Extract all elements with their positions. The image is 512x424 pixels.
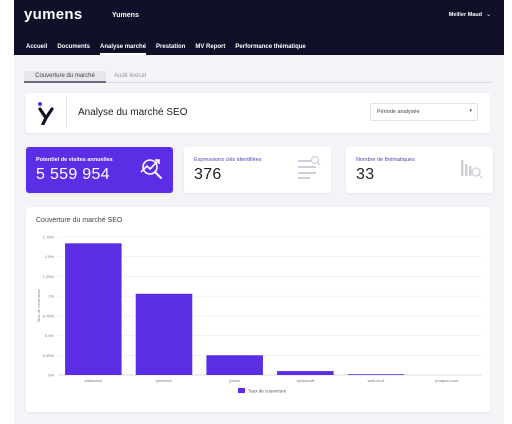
stat-label: Nombre de thématiques <box>356 157 415 163</box>
tab-couverture-marche[interactable]: Couverture du marché <box>24 71 106 83</box>
bar-chart: 0% 0.25% 0.5% 0.75% 1% 1.25% 1.5% 1.75% Taux de … <box>36 235 482 394</box>
caret-down-icon: ▾ <box>469 108 472 114</box>
market-coverage-chart: Couverture du marché SEO 0% 0.25% 0.5% 0.75… <box>26 207 490 412</box>
legend-label: Taux de couverture <box>248 389 287 394</box>
y-tick-label: 1.75% <box>43 235 55 240</box>
tab-audit-lexical[interactable]: Audit lexical <box>114 73 147 79</box>
bar <box>347 374 405 375</box>
x-tick-label: elekmach <box>85 378 102 383</box>
nav-item-performance-thematique[interactable]: Performance thématique <box>235 44 306 50</box>
x-tick-label: yumench <box>156 378 172 383</box>
y-axis-label: Taux de couverture <box>36 288 41 323</box>
x-tick-label: jumch <box>228 378 240 383</box>
stat-value: 376 <box>194 166 222 183</box>
divider <box>66 97 67 129</box>
legend-swatch <box>238 388 245 393</box>
y-tick-label: 1% <box>48 294 54 299</box>
nav-item-analyse-marche[interactable]: Analyse marché <box>100 44 147 55</box>
y-tick-label: 1.25% <box>43 274 55 279</box>
main-content: Couverture du marché Audit lexical Analy… <box>14 55 504 424</box>
stat-value: 33 <box>356 166 375 183</box>
page-title: Analyse du marché SEO <box>78 107 188 118</box>
nav-item-prestation[interactable]: Prestation <box>156 44 186 50</box>
stat-card-visites: Potentiel de visites annuelles 5 559 954 <box>26 147 173 193</box>
bar <box>65 243 122 375</box>
chart-search-icon <box>140 159 162 179</box>
brand-name: Yumens <box>112 12 139 19</box>
stat-card-expressions: Expressions clés identifiées 376 <box>184 147 331 193</box>
page-header-card: Analyse du marché SEO Période analysée ▾ <box>26 93 490 133</box>
nav-item-documents[interactable]: Documents <box>57 44 91 50</box>
sub-tabs: Couverture du marché Audit lexical <box>24 71 491 83</box>
y-tick-label: 0.75% <box>43 313 55 318</box>
y-tick-label: 1.5% <box>45 254 55 259</box>
yumens-y-icon <box>38 102 54 125</box>
y-tick-label: 0% <box>48 373 54 378</box>
y-tick-label: 0.25% <box>43 353 55 358</box>
x-tick-label: web-eu.fr <box>368 378 385 383</box>
x-tick-label: cybercraft <box>297 378 315 383</box>
user-menu[interactable]: Meiller Maud <box>448 12 482 18</box>
stat-value: 5 559 954 <box>36 166 110 183</box>
chart-title: Couverture du marché SEO <box>36 217 123 224</box>
nav-item-mv-report[interactable]: MV Report <box>195 44 226 50</box>
bar <box>206 355 263 375</box>
period-select-label: Période analysée <box>377 109 420 115</box>
stat-label: Expressions clés identifiées <box>194 157 262 163</box>
y-tick-label: 0.5% <box>45 333 55 338</box>
chevron-down-icon[interactable]: ⌄ <box>485 12 491 18</box>
main-nav: Accueil Documents Analyse marché Prestat… <box>26 44 306 55</box>
x-tick-label: proapen.com <box>435 378 459 383</box>
period-select[interactable]: Période analysée ▾ <box>370 103 478 121</box>
list-search-icon <box>298 156 321 179</box>
bar <box>135 293 193 375</box>
bars-search-icon <box>461 160 483 179</box>
stat-card-thematiques: Nombre de thématiques 33 <box>346 147 493 193</box>
top-bar: yumens Yumens Meiller Maud ⌄ Accueil Doc… <box>14 0 504 55</box>
stat-label: Potentiel de visites annuelles <box>36 157 113 163</box>
app-logo[interactable]: yumens <box>24 6 83 23</box>
nav-item-accueil[interactable]: Accueil <box>26 44 48 50</box>
bar <box>277 371 334 375</box>
